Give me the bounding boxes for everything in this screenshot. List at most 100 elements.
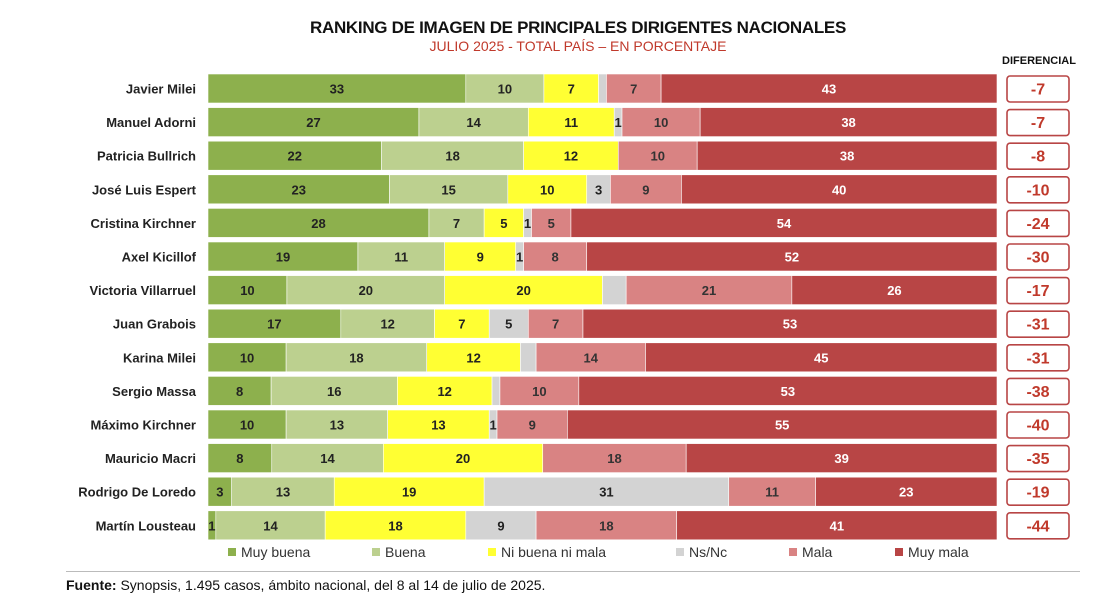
legend-label: Ni buena ni mala (501, 544, 606, 560)
bar-segment (610, 174, 682, 205)
data-label: 22 (288, 149, 302, 164)
data-label: 13 (330, 418, 344, 433)
bar-segment (483, 476, 730, 507)
category-label: Axel Kicillof (122, 250, 197, 265)
differential-value: -31 (1026, 350, 1049, 367)
bar-segment (207, 174, 390, 205)
data-label: 12 (466, 350, 480, 365)
bar-segment (207, 308, 342, 339)
source-label: Fuente: (66, 577, 117, 593)
category-label: Patricia Bullrich (97, 149, 196, 164)
bar-segment (535, 342, 646, 373)
bar-segment (696, 140, 998, 171)
data-label: 19 (276, 250, 290, 265)
data-label: 7 (458, 317, 465, 332)
bar-segment (483, 208, 524, 238)
category-label: Javier Milei (126, 82, 196, 97)
bar-segment (286, 275, 445, 305)
data-label: 9 (642, 182, 649, 197)
differential-box (1006, 243, 1070, 271)
differential-value: -40 (1026, 418, 1049, 435)
bar-segment (578, 376, 998, 406)
bar-segment (602, 275, 627, 305)
differential-box (1006, 75, 1070, 103)
data-label: 15 (441, 182, 455, 197)
differential-box (1006, 478, 1070, 507)
data-label: 5 (505, 317, 512, 332)
differential-box (1006, 176, 1070, 204)
bar-segment (815, 476, 998, 507)
bar-segment (582, 308, 998, 339)
data-label: 55 (775, 418, 789, 433)
differential-value: -10 (1026, 182, 1049, 199)
data-label: 12 (437, 384, 451, 399)
bar-segment (444, 275, 603, 305)
bar-segment (357, 241, 446, 272)
bar-segment (465, 73, 545, 104)
data-label: 45 (814, 350, 828, 365)
data-label: 13 (431, 418, 445, 433)
differential-value: -17 (1026, 283, 1049, 300)
bar-segment (570, 208, 998, 238)
legend-swatch (676, 548, 684, 556)
data-label: 39 (834, 451, 848, 466)
bar-segment (207, 342, 287, 373)
bar-segment (465, 510, 537, 541)
data-label: 41 (830, 518, 844, 533)
bar-segment (215, 510, 326, 541)
data-label: 18 (607, 451, 621, 466)
data-label: 38 (840, 149, 854, 164)
data-label: 5 (548, 216, 555, 231)
bar-segment (285, 342, 428, 373)
source-text: Synopsis, 1.495 casos, ámbito nacional, … (116, 577, 546, 593)
category-label: José Luis Espert (92, 182, 197, 197)
bar-segment (491, 376, 501, 406)
differential-value: -7 (1031, 82, 1045, 99)
bar-segment (660, 73, 998, 104)
bar-segment (324, 510, 467, 541)
data-label: 11 (394, 250, 408, 265)
data-label: 14 (263, 518, 278, 533)
footer-divider (66, 571, 1080, 572)
differential-box (1006, 209, 1070, 238)
differential-box (1006, 142, 1070, 170)
data-label: 28 (311, 216, 325, 231)
differential-value: -24 (1026, 216, 1049, 233)
bar-segment (728, 476, 816, 507)
data-label: 23 (292, 182, 306, 197)
bar-segment (383, 443, 544, 473)
differential-box (1006, 310, 1070, 339)
data-label: 20 (516, 283, 530, 298)
bar-segment (207, 443, 273, 473)
bar-segment (270, 376, 398, 406)
differential-value: -31 (1026, 317, 1049, 334)
bar-segment (685, 443, 998, 473)
bar-segment (527, 308, 584, 339)
bar-segment (598, 73, 607, 104)
data-label: 10 (540, 182, 554, 197)
data-label: 20 (456, 451, 470, 466)
data-label: 1 (524, 216, 531, 231)
bar-segment (645, 342, 998, 373)
differential-value: -38 (1026, 384, 1049, 401)
data-label: 16 (327, 384, 341, 399)
bar-segment (207, 73, 467, 104)
category-label: Mauricio Macri (105, 451, 196, 466)
data-label: 1 (208, 518, 215, 533)
data-label: 11 (765, 485, 779, 500)
bar-segment (542, 443, 687, 473)
category-label: Martín Lousteau (96, 518, 196, 533)
data-label: 7 (453, 216, 460, 231)
category-label: Cristina Kirchner (91, 216, 196, 231)
data-label: 27 (306, 115, 320, 130)
differential-value: -19 (1026, 485, 1049, 502)
data-label: 13 (276, 485, 290, 500)
bar-segment (207, 376, 272, 406)
data-label: 9 (497, 518, 504, 533)
bar-segment (523, 241, 588, 272)
differential-box (1006, 276, 1070, 305)
bar-segment (621, 107, 701, 137)
data-label: 7 (552, 317, 559, 332)
bar-segment (496, 409, 568, 440)
bar-segment (428, 208, 485, 238)
